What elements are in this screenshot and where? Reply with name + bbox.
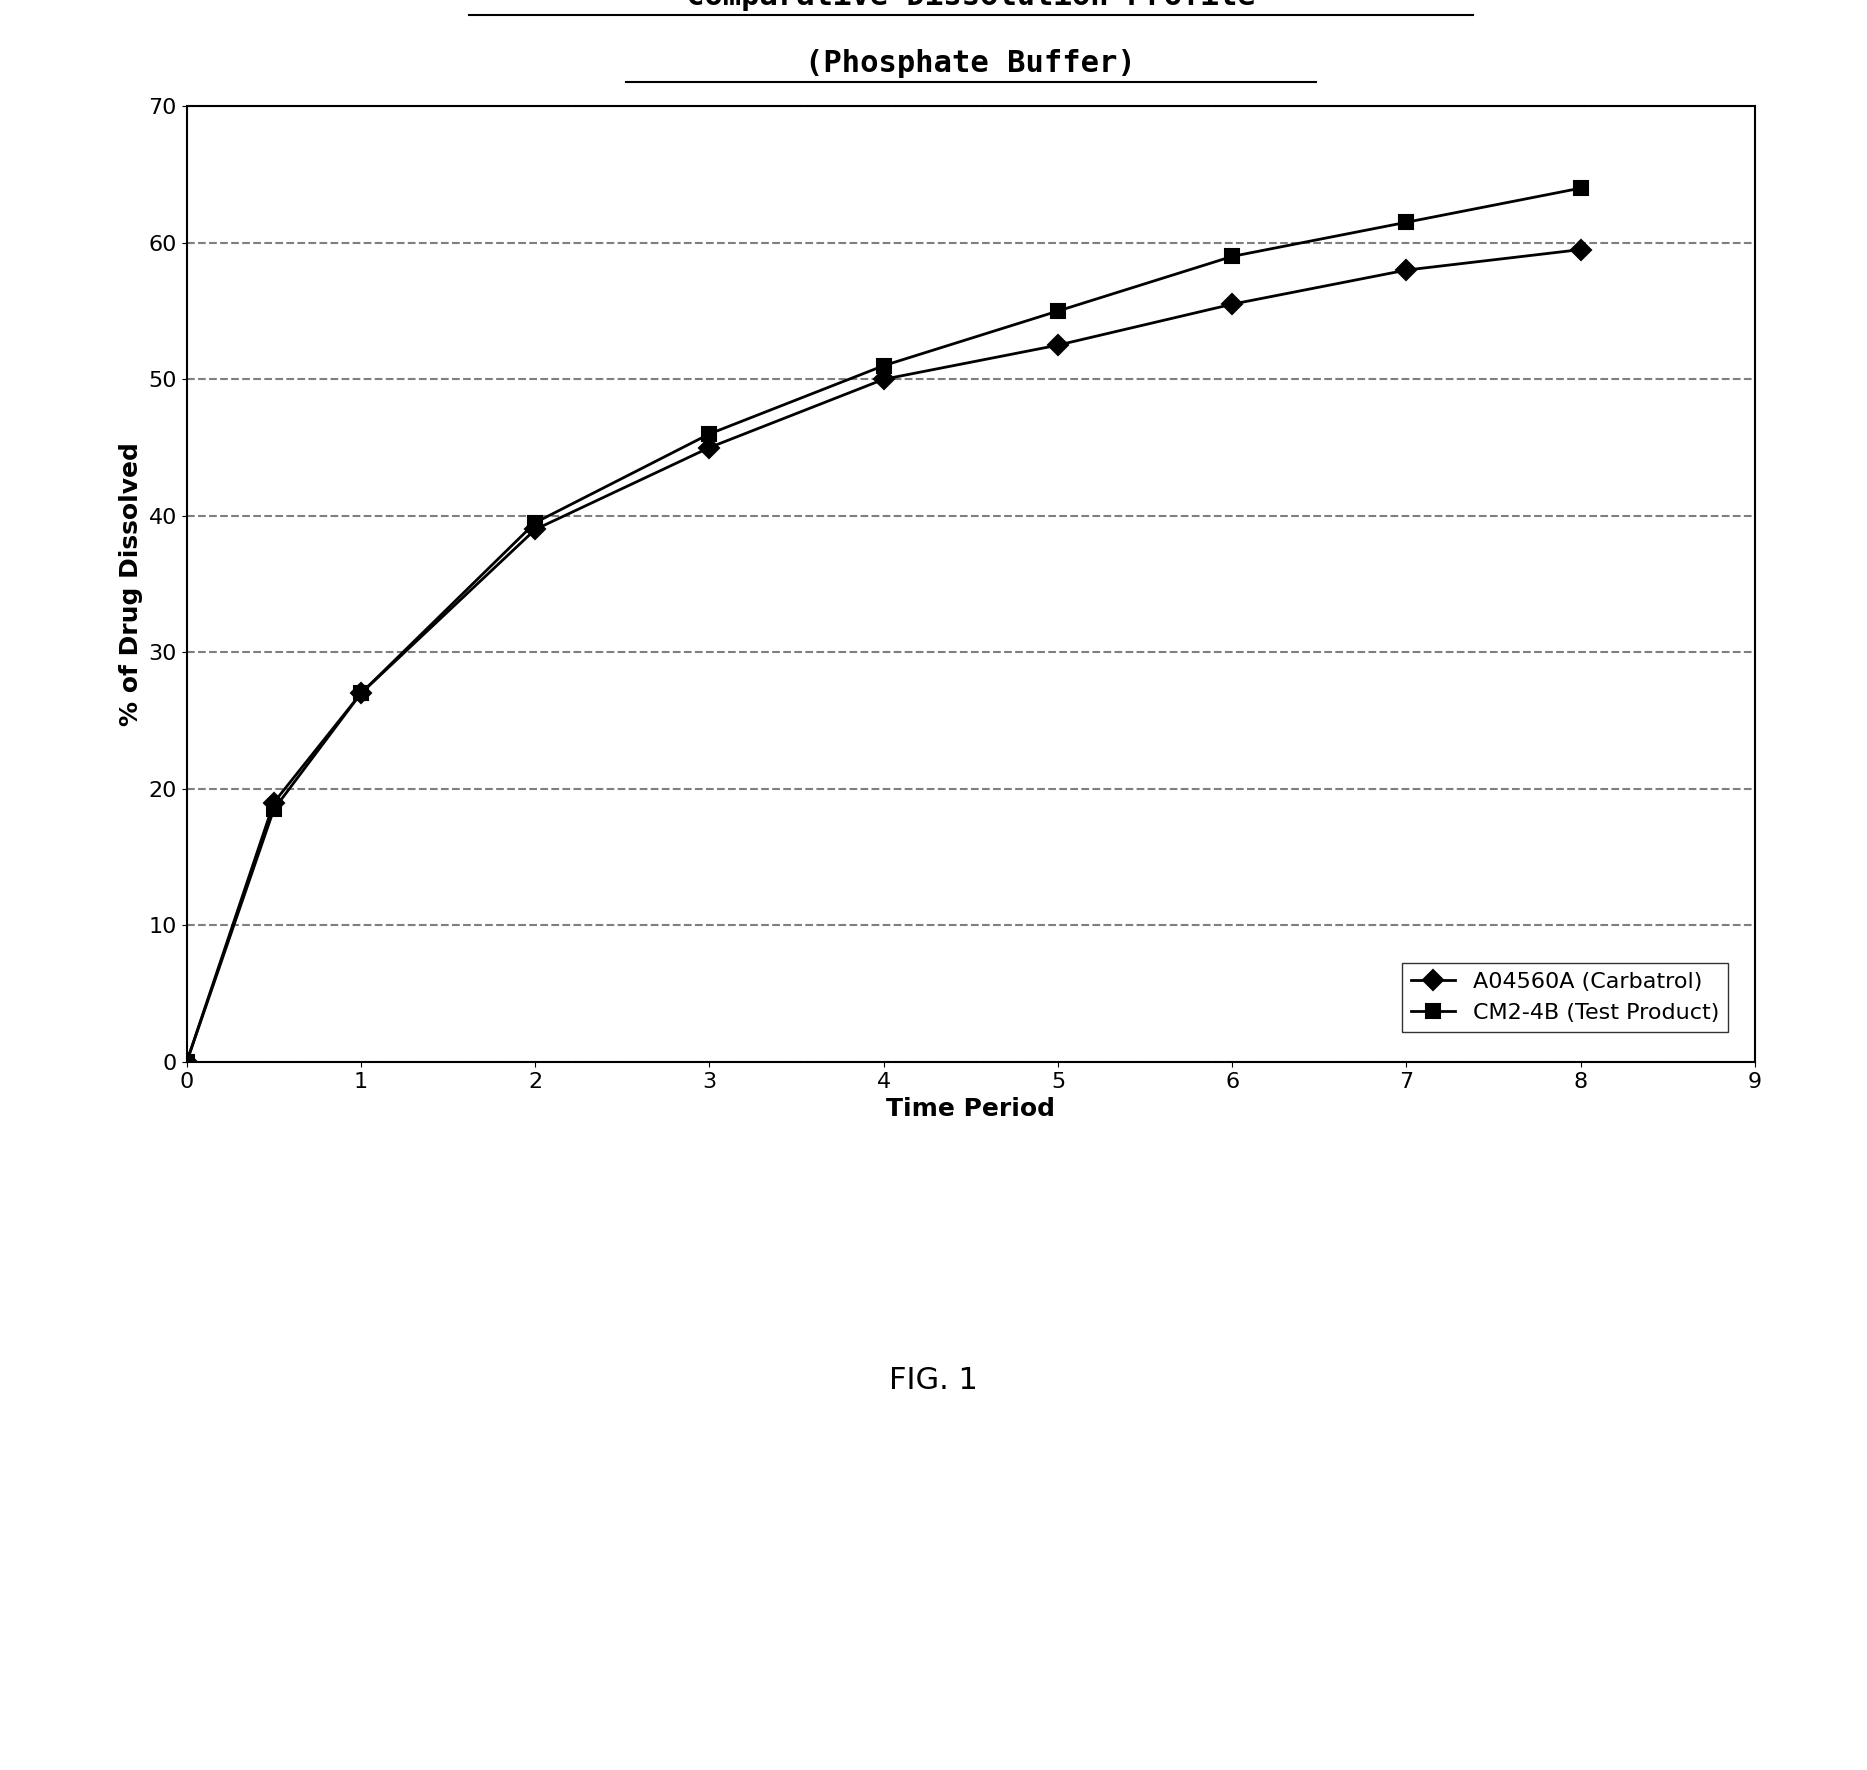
Legend: A04560A (Carbatrol), CM2-4B (Test Product): A04560A (Carbatrol), CM2-4B (Test Produc…: [1402, 963, 1729, 1032]
A04560A (Carbatrol): [263, 791, 286, 812]
A04560A (Carbatrol): [525, 519, 547, 540]
A04560A (Carbatrol): [349, 683, 372, 704]
CM2-4B (Test Product): [525, 512, 547, 533]
CM2-4B (Test Product): [175, 1051, 198, 1073]
CM2-4B (Test Product): [263, 798, 286, 820]
A04560A (Carbatrol): [1570, 239, 1593, 260]
A04560A (Carbatrol): [1395, 260, 1417, 281]
Text: Comparative Dissolution Profile: Comparative Dissolution Profile: [685, 0, 1256, 11]
Text: FIG. 1: FIG. 1: [889, 1366, 978, 1395]
X-axis label: Time Period: Time Period: [887, 1097, 1055, 1120]
CM2-4B (Test Product): [698, 423, 721, 444]
CM2-4B (Test Product): [872, 356, 894, 377]
A04560A (Carbatrol): [1221, 294, 1243, 315]
CM2-4B (Test Product): [349, 683, 372, 704]
A04560A (Carbatrol): [872, 368, 894, 389]
CM2-4B (Test Product): [1047, 301, 1070, 322]
A04560A (Carbatrol): [175, 1051, 198, 1073]
Line: CM2-4B (Test Product): CM2-4B (Test Product): [179, 181, 1587, 1069]
CM2-4B (Test Product): [1570, 177, 1593, 198]
CM2-4B (Test Product): [1221, 246, 1243, 267]
Y-axis label: % of Drug Dissolved: % of Drug Dissolved: [119, 442, 144, 726]
Line: A04560A (Carbatrol): A04560A (Carbatrol): [179, 242, 1587, 1069]
Text: (Phosphate Buffer): (Phosphate Buffer): [805, 48, 1137, 78]
CM2-4B (Test Product): [1395, 212, 1417, 234]
A04560A (Carbatrol): [698, 437, 721, 458]
A04560A (Carbatrol): [1047, 335, 1070, 356]
